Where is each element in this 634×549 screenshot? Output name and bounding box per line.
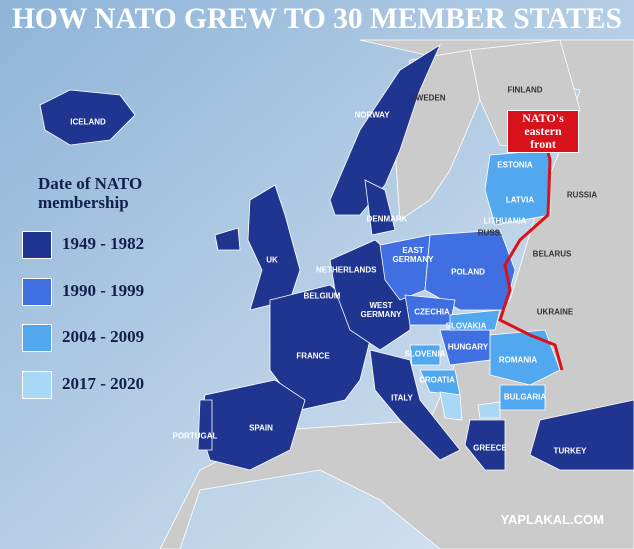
country-label: SLOVENIA: [404, 349, 446, 359]
country-label: TURKEY: [553, 446, 587, 456]
country-label: NETHERLANDS: [316, 265, 377, 275]
land: [39, 39, 634, 549]
legend-title: Date of NATO membership: [38, 174, 143, 212]
country-label: UKRAINE: [536, 307, 574, 317]
legend-swatch: [22, 231, 52, 259]
country-label: WEST GERMANY: [360, 301, 402, 319]
country-label: EAST GERMANY: [392, 246, 434, 264]
country-label: BELGIUM: [303, 291, 341, 301]
country-label: ESTONIA: [497, 160, 533, 170]
country-label: PORTUGAL: [172, 431, 218, 441]
title: HOW NATO GREW TO 30 MEMBER STATES: [12, 2, 622, 35]
country-label: ITALY: [391, 393, 413, 403]
legend-swatch: [22, 370, 52, 399]
country-label: LATVIA: [505, 195, 535, 205]
country-label: RUSS.: [477, 228, 503, 238]
country-label: SLOVAKIA: [445, 321, 487, 331]
country-label: FRANCE: [296, 351, 330, 361]
eastern-front-line: [498, 139, 564, 371]
country-label: FINLAND: [507, 85, 543, 95]
country-label: DENMARK: [366, 214, 408, 224]
country-label: ROMANIA: [498, 355, 538, 365]
legend-label: 1949 - 1982: [62, 234, 145, 253]
country-label: ICELAND: [70, 117, 106, 127]
country-label: HUNGARY: [447, 342, 489, 352]
country-label: LITHUANIA: [483, 216, 527, 226]
watermark: YAPLAKAL.COM: [500, 512, 604, 527]
legend-swatch: [22, 277, 52, 306]
legend-label: 1990 - 1999: [62, 280, 145, 300]
country-label: POLAND: [451, 267, 485, 277]
country-label: CROATIA: [419, 375, 455, 385]
country-label: UK: [266, 255, 278, 265]
country-label: BULGARIA: [503, 392, 547, 402]
legend-swatch: [22, 324, 52, 352]
legend-label: 2004 - 2009: [62, 327, 145, 346]
country-label: GREECE: [473, 443, 507, 453]
country-label: NORWAY: [354, 110, 390, 120]
annotation: NATO's eastern front: [507, 110, 579, 153]
country-label: RUSSIA: [566, 190, 598, 200]
country-label: CZECHIA: [414, 307, 450, 317]
country-label: SPAIN: [249, 423, 273, 433]
country-label: SWEDEN: [410, 93, 446, 103]
legend-label: 2017 - 2020: [62, 373, 145, 393]
country-label: BELARUS: [532, 249, 572, 259]
